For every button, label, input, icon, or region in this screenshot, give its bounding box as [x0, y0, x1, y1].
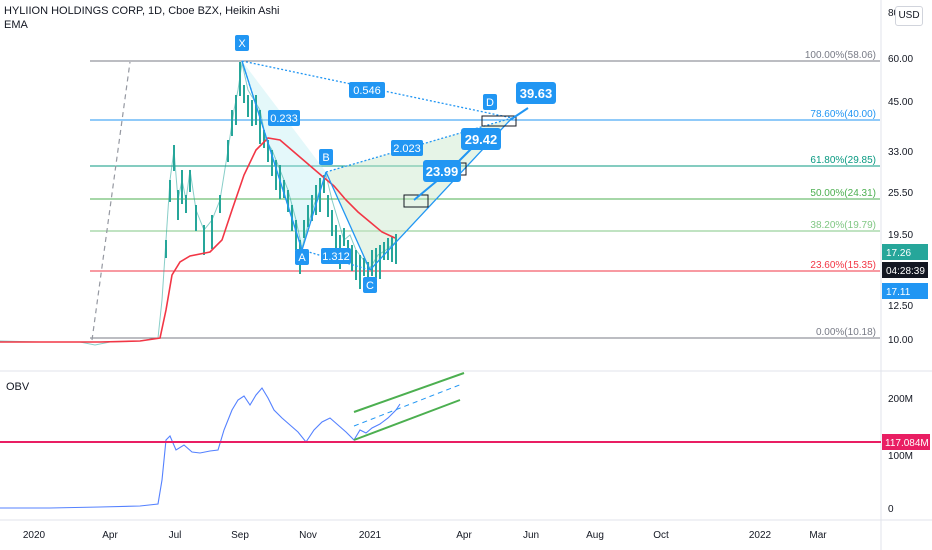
fib-level-label: 23.60%(15.35) — [810, 260, 876, 271]
pattern-point-label: C — [366, 280, 374, 292]
currency-button[interactable]: USD — [895, 6, 923, 26]
pattern-point-box[interactable] — [295, 249, 309, 265]
obv-level-box — [882, 434, 930, 450]
obv-channel-mid[interactable] — [353, 383, 463, 427]
obv-axis[interactable]: 200M 100M 0 117.084M — [882, 394, 930, 515]
time-tick: 2022 — [749, 530, 772, 541]
price-mark-box — [882, 244, 928, 260]
pattern-point-label: X — [238, 38, 246, 50]
price-line — [0, 62, 399, 346]
indicator-label[interactable]: EMA — [4, 19, 28, 31]
ratio-box[interactable] — [349, 82, 385, 98]
target-callout[interactable] — [516, 82, 556, 104]
price-tick: 33.00 — [888, 147, 913, 158]
fib-level-label: 61.80%(29.85) — [810, 155, 876, 166]
price-mark-box — [882, 262, 928, 278]
price-mark-box — [882, 283, 928, 299]
pattern-point-box[interactable] — [363, 277, 377, 293]
price-mark-label: 17.26 — [886, 248, 911, 259]
price-tick: 45.00 — [888, 97, 913, 108]
obv-tick: 0 — [888, 504, 894, 515]
pattern-point-label: D — [486, 97, 494, 109]
pattern-point-box[interactable] — [319, 149, 333, 165]
ratio-box[interactable] — [268, 110, 300, 126]
price-mark-label: 04:28:39 — [886, 266, 925, 277]
time-axis[interactable]: 2020 Apr Jul Sep Nov 2021 Apr Jun Aug Oct 2022 Mar — [23, 530, 827, 541]
time-tick: Nov — [299, 530, 317, 541]
xab-triangle — [242, 61, 326, 250]
target-label: 29.42 — [465, 132, 498, 147]
pattern-point-box[interactable] — [235, 35, 249, 51]
fib-level-label: 50.00%(24.31) — [810, 188, 876, 199]
price-axis[interactable]: 80.0060.0045.0033.0025.5019.5012.5010.00… — [882, 8, 928, 346]
obv-tick: 200M — [888, 394, 913, 405]
obv-tick: 100M — [888, 451, 913, 462]
fib-level-label: 0.00%(10.18) — [816, 327, 876, 338]
obv-level-label: 117.084M — [885, 438, 929, 449]
obv-line — [0, 387, 401, 509]
time-tick: Mar — [809, 530, 827, 541]
fib-level-label: 38.20%(19.79) — [810, 220, 876, 231]
time-tick: 2020 — [23, 530, 46, 541]
fib-level-label: 78.60%(40.00) — [810, 109, 876, 120]
ratio-label: 0.233 — [270, 113, 298, 125]
time-tick: Aug — [586, 530, 604, 541]
time-tick: 2021 — [359, 530, 382, 541]
bcd-triangle — [326, 118, 512, 270]
target-label: 23.99 — [426, 164, 459, 179]
target-callout[interactable] — [423, 160, 461, 182]
trend-line-dashed[interactable] — [91, 61, 131, 341]
ratio-label: 1.312 — [322, 251, 350, 263]
target-label: 39.63 — [520, 86, 553, 101]
obv-channel-bottom[interactable] — [353, 399, 461, 441]
target-callout[interactable] — [461, 128, 501, 150]
time-tick: Sep — [231, 530, 249, 541]
ratio-label: 2.023 — [393, 143, 421, 155]
time-tick: Jul — [169, 530, 182, 541]
ema-line — [0, 137, 396, 343]
target-box-1[interactable] — [403, 194, 429, 208]
price-tick: 10.00 — [888, 335, 913, 346]
price-tick: 12.50 — [888, 301, 913, 312]
fib-level-label: 100.00%(58.06) — [805, 50, 876, 61]
time-tick: Jun — [523, 530, 539, 541]
price-mark-label: 17.11 — [886, 287, 911, 298]
pattern-point-label: A — [298, 252, 306, 264]
fib-retracement[interactable]: 100.00%(58.06) 78.60%(40.00) 61.80%(29.85)… — [90, 50, 880, 339]
ratio-label: 0.546 — [353, 85, 381, 97]
price-tick: 60.00 — [888, 54, 913, 65]
time-tick: Apr — [102, 530, 118, 541]
obv-channel-top[interactable] — [353, 372, 465, 413]
chart-header: HYLIION HOLDINGS CORP, 1D, Cboe BZX, Hei… — [4, 4, 280, 32]
pattern-point-label: B — [322, 152, 329, 164]
time-tick: Oct — [653, 530, 669, 541]
time-tick: Apr — [456, 530, 472, 541]
symbol-title[interactable]: HYLIION HOLDINGS CORP, 1D, Cboe BZX, Hei… — [4, 5, 280, 17]
pattern-point-box[interactable] — [483, 94, 497, 110]
ratio-box[interactable] — [321, 248, 351, 264]
ratio-box[interactable] — [391, 140, 423, 156]
price-tick: 25.50 — [888, 188, 913, 199]
obv-title[interactable]: OBV — [6, 381, 30, 393]
price-tick: 19.50 — [888, 230, 913, 241]
target-box-3[interactable] — [481, 115, 517, 127]
